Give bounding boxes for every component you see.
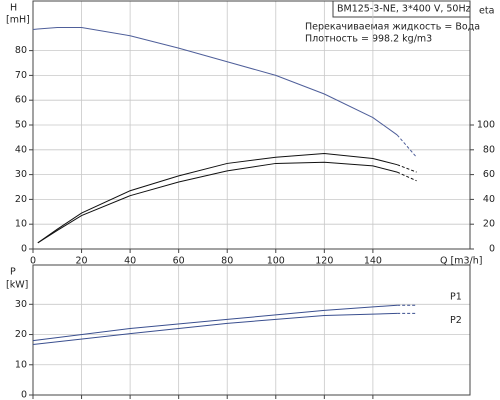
annotation: Плотность = 998.2 kg/m3 (305, 34, 432, 45)
y-tick-label: 0 (21, 390, 27, 400)
chart-title: BM125-3-NE, 3*400 V, 50Hz (337, 4, 471, 15)
x-tick-label: 20 (76, 256, 88, 267)
x-tick-label: 80 (221, 256, 233, 267)
x-label: Q [m3/h] (440, 256, 482, 267)
y-tick-label: 0 (21, 244, 27, 255)
y2-tick-label: 80 (483, 144, 495, 155)
x-tick-label: 100 (267, 256, 285, 267)
y-label: H (10, 3, 17, 14)
y-tick-label: 40 (15, 144, 27, 155)
y2-tick-label: 20 (483, 219, 495, 230)
y-tick-label: 30 (15, 299, 27, 310)
series-label: P1 (450, 292, 462, 303)
y2-tick-label: 0 (489, 244, 495, 255)
y-tick-label: 70 (15, 70, 27, 81)
series-line (32, 27, 398, 136)
series-line (37, 161, 398, 244)
series-line (37, 153, 398, 244)
annotation: Перекачиваемая жидкость = Вода (305, 22, 480, 33)
x-tick-label: 120 (315, 256, 333, 267)
y-unit: [mH] (6, 15, 30, 26)
y-unit: [kW] (6, 280, 28, 291)
x-tick-label: 60 (173, 256, 185, 267)
y-tick-label: 20 (15, 194, 27, 205)
y2-tick-label: 60 (483, 169, 495, 180)
x-tick-label: 140 (364, 256, 382, 267)
series-line (32, 304, 398, 342)
series-label: P2 (450, 315, 462, 326)
plot-frame (32, 0, 471, 250)
x-tick-label: 0 (30, 256, 36, 267)
y-tick-label: 50 (15, 120, 27, 131)
plot-frame (32, 264, 471, 396)
y2-label: eta (479, 6, 494, 17)
series-line (396, 134, 417, 158)
y-label: P (10, 267, 16, 278)
y-tick-label: 10 (15, 219, 27, 230)
series-line (396, 164, 417, 173)
series-line (396, 171, 417, 182)
x-tick-label: 40 (124, 256, 136, 267)
y-tick-label: 10 (15, 359, 27, 370)
series-line (32, 312, 398, 346)
y-tick-label: 30 (15, 169, 27, 180)
y2-tick-label: 100 (477, 120, 495, 131)
y-tick-label: 60 (15, 95, 27, 106)
y2-tick-label: 40 (483, 194, 495, 205)
y-tick-label: 20 (15, 329, 27, 340)
y-tick-label: 80 (15, 45, 27, 56)
